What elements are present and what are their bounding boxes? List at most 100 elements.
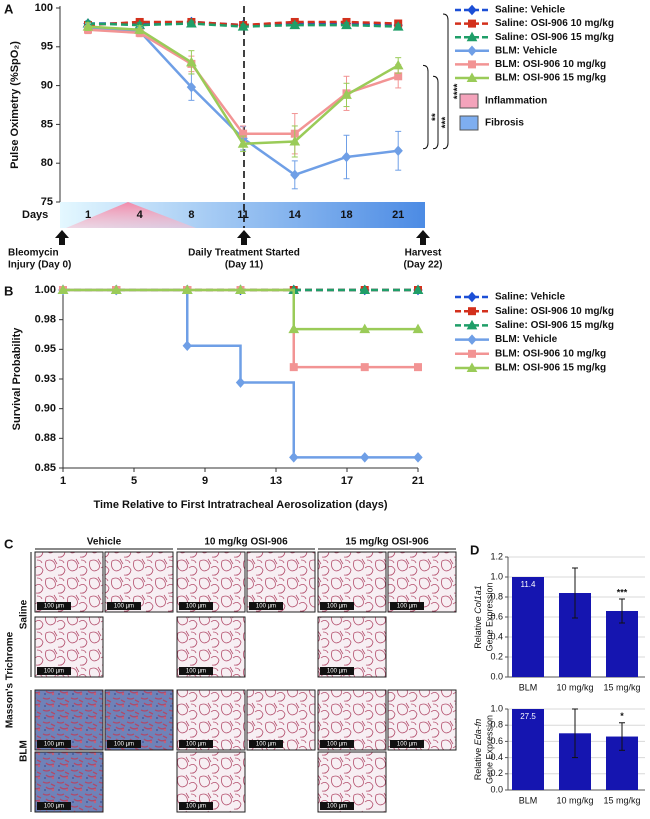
bracket: [442, 13, 449, 150]
scale-box: [249, 602, 283, 610]
scale-box: [390, 602, 424, 610]
scale-box: [390, 740, 424, 748]
marker: [413, 452, 423, 463]
marker: [394, 72, 403, 81]
scale-label: 100 µm: [186, 604, 206, 610]
scale-label: 100 µm: [186, 742, 206, 748]
scale-box: [320, 740, 354, 748]
x-tick-label: 10 mg/kg: [556, 795, 593, 805]
marker: [392, 59, 404, 70]
scale-label: 100 µm: [114, 742, 134, 748]
marker: [57, 284, 69, 294]
scale-box: [320, 602, 354, 610]
scale-label: 100 µm: [44, 742, 64, 748]
timeline-label: Days: [22, 209, 48, 221]
inflammation-wedge: [66, 202, 196, 228]
error-bar: [572, 567, 578, 619]
y-tick-label: 0.8: [490, 591, 503, 601]
y-tick-label: 0.95: [35, 343, 56, 355]
x-tick-label: 1: [60, 475, 66, 487]
y-tick-label: 0.2: [490, 651, 503, 661]
marker: [466, 31, 478, 42]
bar-note: 11.4: [521, 580, 537, 589]
marker: [110, 284, 122, 294]
arrow: [237, 230, 251, 245]
scale-label: 100 µm: [256, 604, 276, 610]
y-tick-label: 1.00: [35, 284, 56, 296]
legend-label: BLM: OSI-906 10 mg/kg: [495, 59, 606, 70]
marker: [466, 362, 478, 372]
marker: [235, 377, 246, 388]
marker: [82, 21, 94, 31]
timeline-day: 8: [188, 209, 194, 221]
x-tick-label: 5: [131, 475, 137, 487]
row-label: BLM: [19, 740, 30, 762]
marker: [466, 319, 478, 330]
x-tick-label: 15 mg/kg: [603, 795, 640, 805]
y-tick-label: 1.0: [490, 571, 503, 581]
marker: [182, 340, 192, 352]
scale-label: 100 µm: [186, 669, 206, 675]
scale-box: [179, 802, 213, 810]
legend-label: Saline: Vehicle: [495, 292, 565, 303]
y-axis-title: Relative Eda-fn: [473, 719, 483, 781]
legend-label: BLM: OSI-906 15 mg/kg: [495, 363, 606, 374]
y-axis-title: Gene Expression: [484, 715, 494, 784]
marker: [392, 21, 404, 31]
scale-box: [179, 740, 213, 748]
timeline-day: 18: [340, 209, 352, 221]
event-label: Bleomycin: [8, 248, 59, 259]
legend-label: Saline: OSI-906 10 mg/kg: [495, 306, 614, 317]
y-title-gene: Col1a1: [473, 585, 483, 614]
timeline-day: 14: [289, 209, 302, 221]
y-tick-label: 0.85: [35, 462, 56, 474]
scale-label: 100 µm: [327, 804, 347, 810]
y-tick-label: 0.4: [490, 752, 503, 762]
x-tick-label: 17: [341, 475, 353, 487]
y-tick-label: 1.0: [490, 703, 503, 713]
marker: [360, 363, 369, 372]
marker: [467, 334, 477, 345]
event-label: Injury (Day 0): [8, 260, 71, 271]
marker: [237, 21, 249, 31]
scale-box: [249, 740, 283, 748]
significance: ****: [453, 84, 464, 100]
marker: [289, 363, 298, 372]
event-label: Daily Treatment Started: [188, 248, 300, 259]
marker: [289, 452, 299, 463]
y-tick-label: 95: [41, 41, 53, 53]
marker: [288, 323, 300, 334]
legend-label: BLM: OSI-906 10 mg/kg: [495, 348, 606, 359]
y-tick-label: 0.0: [490, 784, 503, 794]
scale-label: 100 µm: [114, 604, 134, 610]
bar: [512, 577, 544, 677]
event-label: (Day 22): [404, 260, 443, 271]
event-label: (Day 11): [225, 260, 263, 271]
scale-label: 100 µm: [44, 604, 64, 610]
x-tick-label: BLM: [519, 682, 538, 692]
marker: [467, 291, 477, 303]
column-header: Vehicle: [87, 537, 122, 548]
significance: ***: [617, 587, 628, 597]
y-axis-title: Gene Expression: [484, 582, 494, 651]
column-header: 10 mg/kg OSI-906: [204, 537, 288, 548]
marker: [414, 363, 422, 372]
marker: [186, 18, 197, 28]
scale-box: [179, 602, 213, 610]
scale-label: 100 µm: [44, 804, 64, 810]
y-tick-label: 0.8: [490, 720, 503, 730]
marker: [181, 284, 193, 294]
marker: [186, 81, 197, 93]
marker: [289, 135, 301, 146]
scale-label: 100 µm: [186, 804, 206, 810]
bar: [512, 709, 544, 790]
marker: [468, 349, 476, 358]
y-title-prefix: Relative: [473, 616, 483, 649]
significance: *: [620, 711, 624, 721]
significance: ***: [441, 117, 452, 129]
marker: [341, 151, 352, 163]
y-title-gene: Eda-fn: [473, 719, 483, 746]
panel-label: B: [4, 283, 13, 298]
panel-label: D: [470, 542, 479, 557]
scale-label: 100 µm: [44, 669, 64, 675]
